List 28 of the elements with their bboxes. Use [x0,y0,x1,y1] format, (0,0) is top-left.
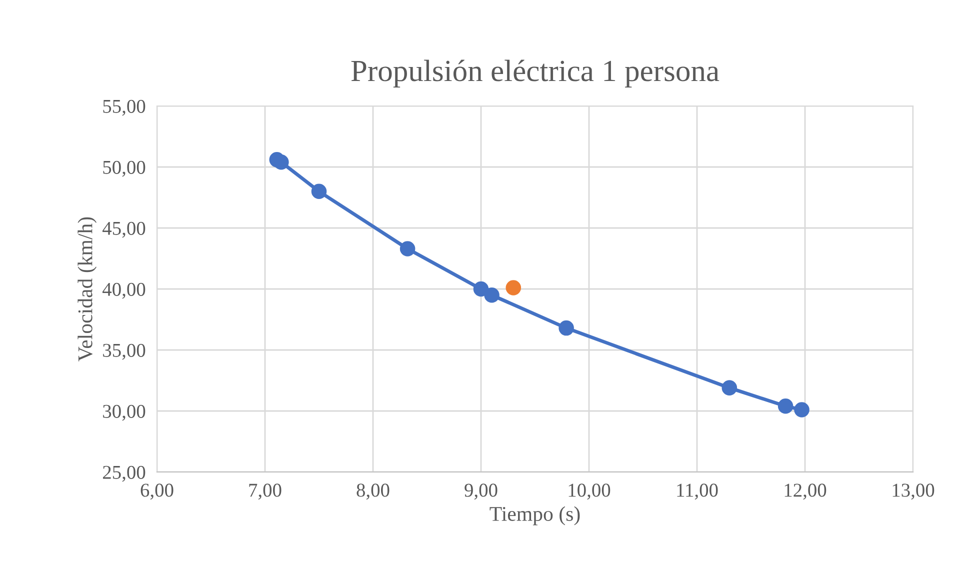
x-tick-label: 12,00 [784,484,826,500]
x-axis-title: Tiempo (s) [490,506,580,526]
x-tick-label: 13,00 [892,484,934,500]
point [794,402,810,418]
point [274,154,289,170]
y-tick-label: 25,00 [102,466,146,482]
x-tick-label: 10,00 [568,484,610,500]
point [778,398,794,414]
x-tick-label: 7,00 [249,484,282,500]
y-tick-label: 30,00 [103,404,146,421]
x-tick-label: 11,00 [677,484,718,500]
point [484,287,500,303]
x-tick-label: 8,00 [356,484,390,500]
point [558,320,574,336]
y-tick-label: 35,00 [103,344,146,360]
point [473,281,489,297]
y-tick-label: 40,00 [102,282,146,299]
point [506,280,522,296]
y-tick-label: 50,00 [103,160,146,177]
y-tick-label: 45,00 [102,222,146,238]
y-tick-label: 55,00 [103,100,146,116]
point [311,184,327,200]
chart-title: Propulsión eléctrica 1 persona [351,60,720,88]
x-tick-label: 9,00 [464,484,498,500]
point [722,380,738,396]
x-tick-label: 6,00 [140,484,174,500]
y-axis-title: Velocidad (km/h) [78,217,97,362]
point [400,241,416,256]
